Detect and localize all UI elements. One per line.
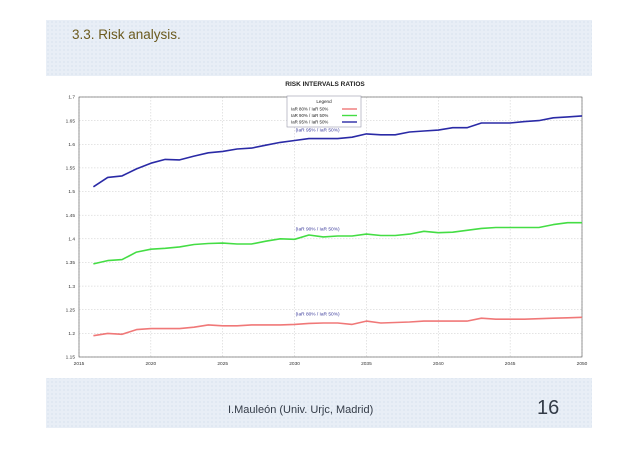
y-tick-label: 1.5: [68, 189, 75, 195]
page-number: 16: [537, 397, 560, 419]
x-tick-label: 2035: [361, 361, 372, 367]
slide-title: 3.3. Risk analysis.: [72, 27, 181, 42]
y-tick-label: 1.45: [66, 213, 76, 219]
series-annotation-1: (IaR 90% / IaR 50%): [296, 226, 340, 232]
legend-title: Legend: [316, 99, 332, 104]
series-annotation-0: (IaR 80% / IaR 50%): [296, 311, 340, 317]
risk-intervals-chart: 1.15 1.2 1.25 1.3 1.35 1.4 1.45 1.5 1.55 1.6 1.65 1…: [66, 81, 588, 367]
series-annotation-2: (IaR 95% / IaR 50%): [296, 127, 340, 133]
series-line-0: [93, 316, 583, 337]
x-tick-label: 2020: [146, 361, 157, 367]
legend-items: IaR 80% / IaR 50%IaR 90% / IaR 50% IaR 95…: [291, 107, 357, 125]
series-line-1: [93, 221, 582, 265]
y-tick-label: 1.7: [68, 95, 75, 101]
y-tick-label: 1.2: [68, 331, 75, 337]
x-tick-label: 2030: [289, 361, 300, 367]
chart-area: 1.15 1.2 1.25 1.3 1.35 1.4 1.45 1.5 1.55 1.6 1.65 1…: [46, 76, 592, 378]
x-tick-label: 2045: [505, 361, 516, 367]
x-tick-label: 2025: [217, 361, 228, 367]
footer-credit: I.Mauleón (Univ. Urjc, Madrid): [228, 404, 374, 416]
series-line-2: [92, 115, 583, 188]
legend-label-1: IaR 90% / IaR 50%: [291, 113, 328, 118]
series-layer: [92, 115, 583, 337]
y-tick-label: 1.6: [68, 142, 75, 148]
x-tick-label: 2040: [433, 361, 444, 367]
y-tick-label: 1.55: [66, 166, 76, 172]
x-tick-label: 2050: [577, 361, 588, 367]
y-tick-label: 1.3: [68, 284, 75, 290]
y-tick-label: 1.25: [66, 307, 76, 313]
y-tick-label: 1.4: [68, 237, 75, 243]
x-tick-label: 2015: [74, 361, 85, 367]
chart-legend: Legend IaR 80% / IaR 50%IaR 90% / IaR 50…: [286, 95, 362, 128]
y-tick-label: 1.35: [66, 260, 76, 266]
y-tick-label: 1.65: [66, 118, 76, 124]
legend-label-2: IaR 95% / IaR 50%: [291, 120, 328, 125]
y-tick-label: 1.15: [66, 355, 76, 361]
chart-title: RISK INTERVALS RATIOS: [285, 81, 365, 88]
label-layer: (IaR 80% / IaR 50%) (IaR 90% / IaR 50%) (I…: [296, 127, 340, 317]
legend-label-0: IaR 80% / IaR 50%: [291, 107, 328, 112]
